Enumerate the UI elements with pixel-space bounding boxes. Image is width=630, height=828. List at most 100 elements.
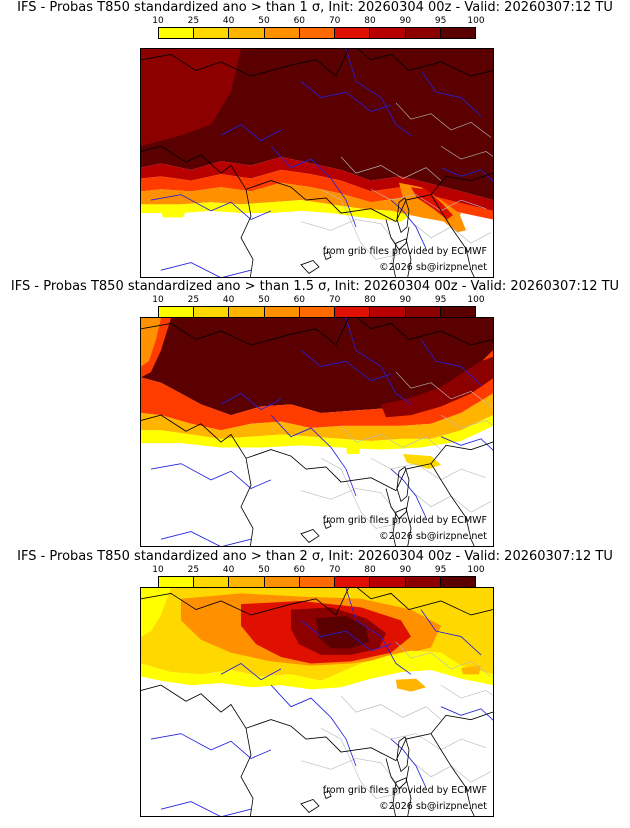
colorbar-swatch xyxy=(299,307,336,317)
colorbar-swatch xyxy=(194,307,230,317)
colorbar-label: 95 xyxy=(434,295,447,305)
prob-area-10 xyxy=(141,200,411,222)
prob-area-west xyxy=(141,588,171,637)
colorbar-label: 80 xyxy=(364,16,376,26)
colorbar-strip xyxy=(158,306,476,318)
colorbar-swatch xyxy=(159,307,195,317)
prob-area-95 xyxy=(141,49,241,147)
colorbar-swatch xyxy=(229,307,265,317)
colorbar-label: 90 xyxy=(399,565,412,575)
credit-text: from grib files provided by ECMWF xyxy=(322,785,487,796)
credit-text: from grib files provided by ECMWF xyxy=(322,515,487,526)
prob-area-70 xyxy=(141,169,493,220)
colorbar-swatch xyxy=(264,307,300,317)
prob-area-10 xyxy=(141,650,493,690)
colorbar-label: 90 xyxy=(399,16,412,26)
colorbar-label: 10 xyxy=(152,16,164,26)
colorbar-swatch xyxy=(370,28,406,38)
colorbar-swatch xyxy=(405,577,441,587)
colorbar-label: 100 xyxy=(467,16,485,26)
probability-map[interactable]: from grib files provided by ECMWF ©2026 … xyxy=(140,48,494,278)
colorbar-swatch xyxy=(335,577,371,587)
colorbar-swatch xyxy=(299,577,336,587)
colorbar-label: 25 xyxy=(187,16,200,26)
colorbar-swatch xyxy=(370,577,406,587)
probability-map[interactable]: from grib files provided by ECMWF ©2026 … xyxy=(140,587,494,817)
colorbar-swatch xyxy=(264,28,300,38)
colorbar-labels: 10 25 40 50 60 70 80 90 95 100 xyxy=(152,295,484,305)
prob-area-patch xyxy=(346,445,361,454)
colorbar-label: 90 xyxy=(399,295,412,305)
colorbar-swatch xyxy=(405,307,441,317)
colorbar-label: 60 xyxy=(293,295,306,305)
prob-area-50 xyxy=(141,182,461,224)
prob-area-italy-core xyxy=(411,187,453,220)
colorbar-label: 80 xyxy=(364,295,376,305)
colorbar: 10 25 40 50 60 70 80 90 95 100 xyxy=(152,16,485,39)
colorbar: 10 25 40 50 60 70 80 90 95 100 xyxy=(152,565,485,588)
map-svg xyxy=(141,49,493,277)
colorbar-strip xyxy=(158,27,476,39)
colorbar-label: 70 xyxy=(328,16,341,26)
colorbar: 10 25 40 50 60 70 80 90 95 100 xyxy=(152,295,485,318)
prob-area-100 xyxy=(141,318,493,416)
prob-area-west xyxy=(141,318,161,367)
colorbar-swatch xyxy=(229,577,265,587)
copyright-text: ©2026 sb@irizpne.net xyxy=(379,801,487,812)
colorbar-label: 10 xyxy=(152,565,164,575)
panel-title: IFS - Probas T850 standardized ano > tha… xyxy=(17,549,613,564)
prob-area-95 xyxy=(381,356,493,418)
colorbar-label: 40 xyxy=(222,295,235,305)
colorbar-label: 70 xyxy=(328,565,341,575)
colorbar-swatch xyxy=(159,28,195,38)
prob-area-italy xyxy=(396,678,426,692)
colorbar-label: 40 xyxy=(222,565,235,575)
colorbar-swatch xyxy=(370,307,406,317)
colorbar-labels: 10 25 40 50 60 70 80 90 95 100 xyxy=(152,565,484,575)
colorbar-swatch xyxy=(440,307,475,317)
copyright-text: ©2026 sb@irizpne.net xyxy=(379,531,487,542)
colorbar-swatch xyxy=(194,28,230,38)
map-svg xyxy=(141,318,493,546)
prob-area-90 xyxy=(141,156,493,211)
colorbar-swatch xyxy=(159,577,195,587)
colorbar-label: 95 xyxy=(434,565,447,575)
prob-area-10 xyxy=(141,415,493,450)
colorbar-swatch xyxy=(335,307,371,317)
colorbar-label: 50 xyxy=(258,565,270,575)
colorbar-label: 25 xyxy=(187,295,200,305)
colorbar-label: 10 xyxy=(152,295,164,305)
colorbar-swatch xyxy=(440,28,475,38)
colorbar-swatch xyxy=(264,577,300,587)
map-svg xyxy=(141,588,493,816)
colorbar-label: 100 xyxy=(467,565,485,575)
colorbar-swatch xyxy=(405,28,441,38)
colorbar-swatch xyxy=(194,577,230,587)
colorbar-swatch xyxy=(440,577,475,587)
map-panel-1: IFS - Probas T850 standardized ano > tha… xyxy=(0,0,630,278)
colorbar-label: 100 xyxy=(467,295,485,305)
colorbar-label: 50 xyxy=(258,295,270,305)
colorbar-label: 25 xyxy=(187,565,200,575)
copyright-text: ©2026 sb@irizpne.net xyxy=(379,262,487,273)
colorbar-swatch xyxy=(299,28,336,38)
prob-area-italy xyxy=(403,453,441,470)
prob-area-patch xyxy=(461,665,481,675)
map-panel-3: IFS - Probas T850 standardized ano > tha… xyxy=(0,549,630,828)
prob-area-spain-patch xyxy=(161,210,186,218)
colorbar-label: 60 xyxy=(293,16,306,26)
probability-map[interactable]: from grib files provided by ECMWF ©2026 … xyxy=(140,317,494,547)
panel-title: IFS - Probas T850 standardized ano > tha… xyxy=(10,279,620,294)
credit-text: from grib files provided by ECMWF xyxy=(322,246,487,257)
colorbar-label: 70 xyxy=(328,295,341,305)
colorbar-swatch xyxy=(229,28,265,38)
colorbar-label: 95 xyxy=(434,16,447,26)
colorbar-swatch xyxy=(335,28,371,38)
map-panel-2: IFS - Probas T850 standardized ano > tha… xyxy=(0,279,630,547)
colorbar-label: 60 xyxy=(293,565,306,575)
panel-title: IFS - Probas T850 standardized ano > tha… xyxy=(17,0,613,15)
colorbar-label: 40 xyxy=(222,16,235,26)
colorbar-labels: 10 25 40 50 60 70 80 90 95 100 xyxy=(152,16,484,26)
prob-area-40 xyxy=(141,393,493,441)
colorbar-label: 50 xyxy=(258,16,270,26)
